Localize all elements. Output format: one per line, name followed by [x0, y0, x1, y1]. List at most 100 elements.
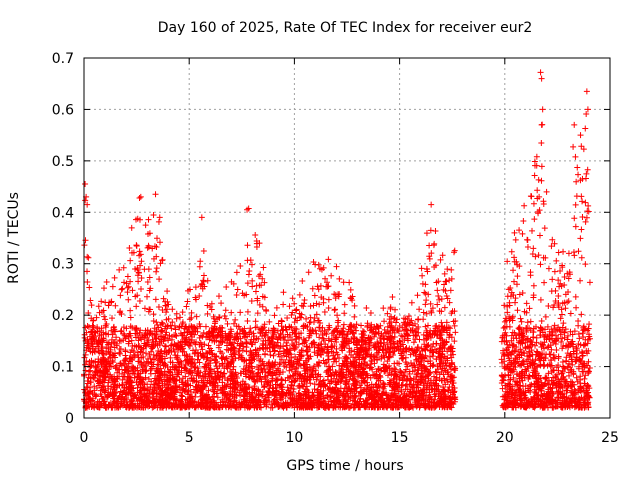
data-point [247, 325, 254, 332]
data-point [127, 257, 134, 264]
data-point [260, 264, 267, 271]
data-point [434, 287, 441, 294]
data-point [222, 307, 229, 314]
data-point [451, 247, 458, 254]
data-point [246, 268, 253, 275]
data-point [207, 366, 214, 373]
data-point [507, 285, 514, 292]
data-point [204, 310, 211, 317]
data-point [181, 352, 188, 359]
data-point [298, 314, 305, 321]
data-point [124, 273, 131, 280]
data-point [582, 125, 589, 132]
data-point [304, 352, 311, 359]
data-point [310, 302, 317, 309]
data-point [200, 248, 207, 255]
data-point [426, 255, 433, 262]
data-point [416, 404, 423, 411]
data-point [414, 344, 421, 351]
data-point [146, 306, 153, 313]
data-point [317, 351, 324, 358]
data-point [553, 257, 560, 264]
data-point [167, 342, 174, 349]
data-point [244, 242, 251, 249]
data-point [141, 305, 148, 312]
data-point [420, 316, 427, 323]
data-point [136, 248, 143, 255]
data-point [516, 227, 523, 234]
data-point [113, 334, 120, 341]
data-point [438, 308, 445, 315]
data-point [443, 278, 450, 285]
data-point [102, 324, 109, 331]
data-point [203, 334, 210, 341]
data-point [280, 289, 287, 296]
data-point [392, 372, 399, 379]
data-point [280, 301, 287, 308]
data-point [119, 370, 126, 377]
data-point [433, 369, 440, 376]
data-point [284, 384, 291, 391]
data-point [415, 324, 422, 331]
data-point [431, 373, 438, 380]
data-point [117, 292, 124, 299]
data-point [169, 306, 176, 313]
data-point [320, 335, 327, 342]
data-point [444, 266, 451, 273]
data-point [278, 317, 285, 324]
data-point [523, 300, 530, 307]
data-point [133, 242, 140, 249]
data-point [186, 316, 193, 323]
data-point [188, 314, 195, 321]
data-point [249, 283, 256, 290]
data-point [336, 275, 343, 282]
data-point [420, 309, 427, 316]
data-point [239, 378, 246, 385]
data-point [418, 345, 425, 352]
data-point [88, 302, 95, 309]
data-point [267, 352, 274, 359]
data-point [331, 307, 338, 314]
data-point [423, 310, 430, 317]
data-point [162, 343, 169, 350]
data-point [173, 310, 180, 317]
data-point [409, 362, 416, 369]
data-point [129, 249, 136, 256]
data-point [215, 293, 222, 300]
data-point [310, 319, 317, 326]
data-point [164, 288, 171, 295]
data-point [448, 275, 455, 282]
data-point [117, 388, 124, 395]
data-point [391, 334, 398, 341]
data-point [410, 339, 417, 346]
data-point [551, 268, 558, 275]
data-point [123, 280, 130, 287]
data-point [135, 278, 142, 285]
data-point [271, 312, 278, 319]
data-point [243, 344, 250, 351]
data-point [153, 265, 160, 272]
data-point [441, 270, 448, 277]
data-point [371, 333, 378, 340]
data-point [441, 304, 448, 311]
data-point [293, 306, 300, 313]
data-point [188, 309, 195, 316]
data-point [199, 346, 206, 353]
data-point [203, 350, 210, 357]
data-point [303, 315, 310, 322]
data-point [281, 363, 288, 370]
data-point [447, 363, 454, 370]
data-point [248, 297, 255, 304]
chart-title: Day 160 of 2025, Rate Of TEC Index for r… [158, 20, 533, 36]
data-point [311, 292, 318, 299]
data-point [351, 302, 358, 309]
data-point [148, 348, 155, 355]
data-point [321, 309, 328, 316]
data-point [146, 351, 153, 358]
data-point [261, 279, 268, 286]
data-point [196, 263, 203, 270]
data-point [149, 344, 156, 351]
data-point [381, 318, 388, 325]
data-point [207, 304, 214, 311]
